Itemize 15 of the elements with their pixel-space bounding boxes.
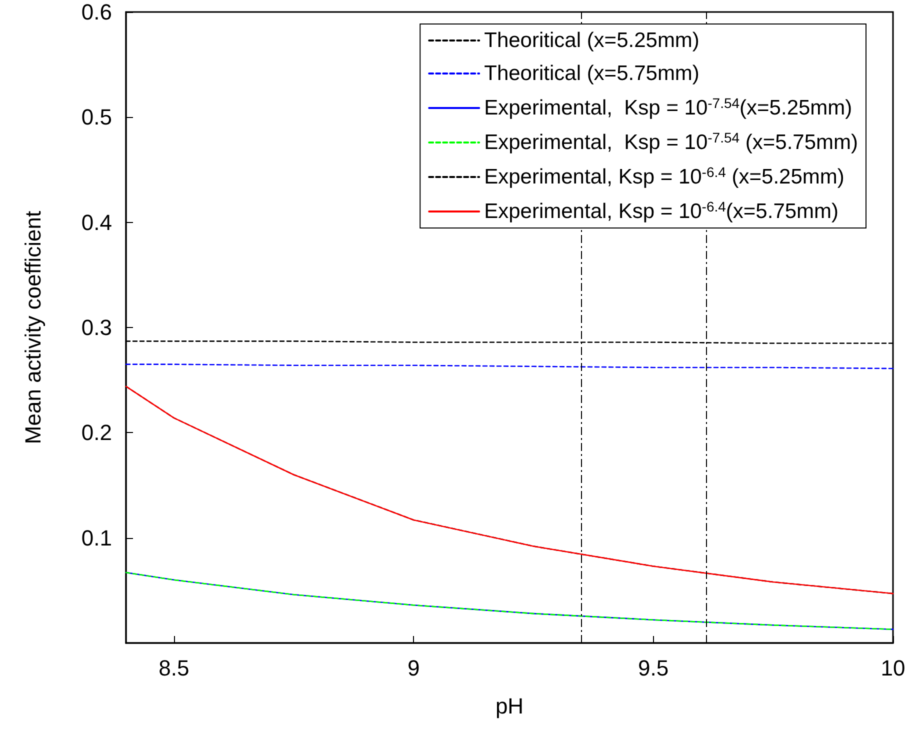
- y-tick-label: 0.5: [81, 104, 112, 130]
- line-series: [125, 572, 894, 630]
- y-tick-label: 0.2: [81, 420, 112, 446]
- y-tick-label: 0.4: [81, 210, 112, 235]
- legend-label: Theoritical (x=5.25mm): [484, 29, 700, 52]
- y-axis-title: Mean activity coefficient: [20, 210, 46, 444]
- x-tick-label: 9: [408, 656, 420, 680]
- y-tick-label: 0.1: [81, 525, 112, 550]
- x-tick-label: 8.5: [158, 656, 190, 680]
- x-tick-label: 9.5: [638, 656, 669, 680]
- legend-label: Theoritical (x=5.75mm): [484, 62, 700, 85]
- x-axis-title: pH: [495, 694, 524, 718]
- y-tick-label: 0.3: [81, 315, 112, 340]
- y-tick-label: 0.6: [81, 0, 112, 24]
- x-tick-label: 10: [880, 656, 906, 680]
